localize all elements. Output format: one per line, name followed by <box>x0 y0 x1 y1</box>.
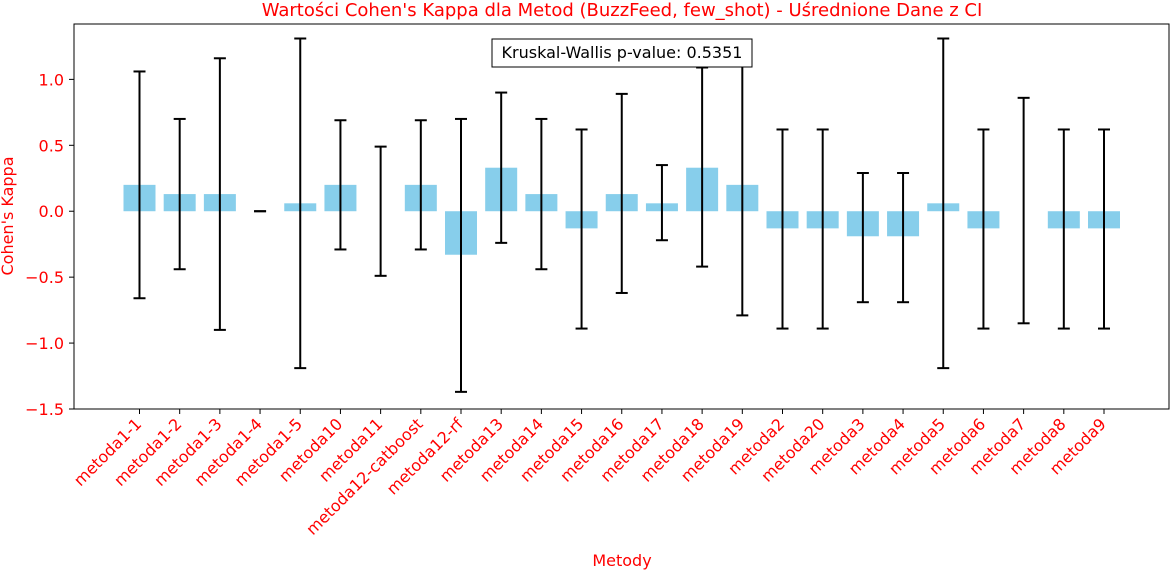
y-tick-label: −0.5 <box>25 268 64 287</box>
y-axis-label: Cohen's Kappa <box>0 156 17 275</box>
error-bar-metoda7 <box>1017 96 1030 325</box>
error-bar-metoda8 <box>1057 128 1070 330</box>
error-bar-metoda14 <box>535 117 548 271</box>
error-bar-metoda9 <box>1098 128 1110 330</box>
plot-area <box>123 37 1120 393</box>
error-bar-metoda17 <box>655 164 668 242</box>
annotation-box: Kruskal-Wallis p-value: 0.5351 <box>491 38 753 68</box>
y-axis: −1.5 −1.0 −0.5 0.0 0.5 1.0 <box>25 70 74 419</box>
y-tick-label: 0.5 <box>39 136 64 155</box>
error-bar-metoda10 <box>334 119 347 251</box>
y-tick-label: 1.0 <box>39 70 64 89</box>
error-bar-metoda1-3 <box>213 57 226 331</box>
error-bar-metoda20 <box>816 128 829 330</box>
error-bar-metoda15 <box>575 128 588 330</box>
y-tick-label: −1.0 <box>25 334 64 353</box>
error-bar-metoda4 <box>897 171 910 304</box>
error-bar-metoda5 <box>937 37 950 370</box>
error-bar-metoda12-catboost <box>414 119 427 251</box>
error-bar-metoda1-5 <box>294 37 307 370</box>
y-tick-label: 0.0 <box>39 202 64 221</box>
error-bar-metoda3 <box>856 171 869 304</box>
error-bar-metoda1-1 <box>133 70 146 300</box>
error-bar-metoda12-rf <box>455 117 467 393</box>
error-bar-metoda18 <box>696 66 709 268</box>
annotation-text: Kruskal-Wallis p-value: 0.5351 <box>502 43 743 62</box>
error-bar-metoda1-2 <box>173 117 186 271</box>
x-axis-label: Metody <box>592 551 651 570</box>
error-bar-metoda6 <box>977 128 990 330</box>
error-bar-metoda16 <box>615 92 628 294</box>
error-bar-metoda11 <box>374 145 387 277</box>
y-tick-label: −1.5 <box>25 400 64 419</box>
x-axis: metoda1-1metoda1-2metoda1-3metoda1-4meto… <box>70 409 1110 539</box>
chart-title: Wartości Cohen's Kappa dla Metod (BuzzFe… <box>262 0 983 21</box>
error-bar-metoda13 <box>495 91 508 244</box>
error-bar-metoda2 <box>776 128 789 330</box>
